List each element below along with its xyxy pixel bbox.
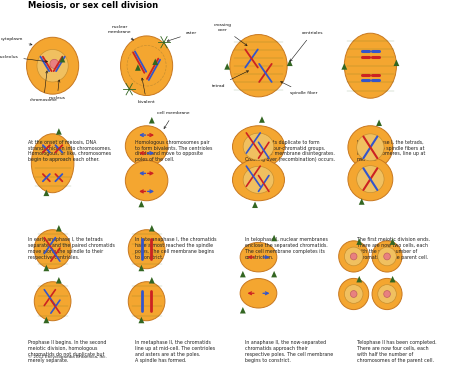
Ellipse shape — [378, 247, 396, 266]
Ellipse shape — [356, 134, 384, 161]
Ellipse shape — [339, 279, 369, 309]
Polygon shape — [56, 277, 62, 283]
Text: The bivalents duplicate to form
tetrads, or four-chromatid groups.
The nuclear m: The bivalents duplicate to form tetrads,… — [245, 140, 335, 162]
Polygon shape — [390, 238, 395, 245]
Text: nuclear
membrane: nuclear membrane — [108, 25, 134, 40]
Ellipse shape — [372, 279, 402, 309]
Text: chromosome: chromosome — [30, 71, 58, 102]
Text: The first meiotic division ends.
There are now two cells, each
with the same num: The first meiotic division ends. There a… — [357, 237, 430, 260]
Polygon shape — [240, 271, 246, 277]
Text: Prophase II begins. In the second
meiotic division, homologous
chromatids do not: Prophase II begins. In the second meioti… — [28, 340, 106, 362]
Polygon shape — [138, 201, 144, 207]
Text: At the onset of meiosis, DNA
strands thicken into chromosomes.
Homologous, or li: At the onset of meiosis, DNA strands thi… — [28, 140, 111, 162]
Text: Meiosis, or sex cell division: Meiosis, or sex cell division — [28, 1, 158, 10]
Ellipse shape — [350, 291, 357, 297]
Polygon shape — [356, 276, 362, 283]
Ellipse shape — [232, 126, 284, 167]
Ellipse shape — [348, 126, 393, 169]
Polygon shape — [44, 317, 49, 323]
Polygon shape — [152, 59, 158, 65]
Ellipse shape — [34, 230, 71, 269]
Text: bivalent: bivalent — [138, 78, 155, 104]
Polygon shape — [341, 63, 347, 70]
Text: nucleus: nucleus — [49, 80, 65, 100]
Polygon shape — [224, 63, 230, 70]
Ellipse shape — [348, 158, 393, 201]
Text: In metaphase I, the tetrads,
attached to spindle fibers at
their centromeres, li: In metaphase I, the tetrads, attached to… — [357, 140, 425, 162]
Ellipse shape — [378, 284, 396, 303]
Text: nucleolus: nucleolus — [0, 55, 47, 63]
Text: Homologous chromosomes pair
to form bivalents. The centrioles
divide and move to: Homologous chromosomes pair to form biva… — [136, 140, 213, 162]
Polygon shape — [376, 120, 382, 126]
Ellipse shape — [243, 166, 274, 193]
Text: aster: aster — [167, 31, 197, 42]
Ellipse shape — [232, 159, 284, 201]
Polygon shape — [271, 271, 277, 277]
Ellipse shape — [128, 282, 165, 321]
Ellipse shape — [230, 35, 287, 97]
Ellipse shape — [356, 166, 384, 192]
Text: © 2012 Encyclopaedia Britannica, Inc.: © 2012 Encyclopaedia Britannica, Inc. — [28, 355, 107, 359]
Text: In telophase I, nuclear membranes
enclose the separated chromatids.
The cell mem: In telophase I, nuclear membranes enclos… — [245, 237, 328, 260]
Ellipse shape — [240, 279, 277, 308]
Polygon shape — [356, 238, 362, 245]
Text: In metaphase II, the chromatids
line up at mid-cell. The centrioles
and asters a: In metaphase II, the chromatids line up … — [136, 340, 216, 362]
Text: cell membrane: cell membrane — [157, 112, 190, 128]
Ellipse shape — [34, 282, 71, 321]
Text: In anaphase II, the now-separated
chromatids approach their
respective poles. Th: In anaphase II, the now-separated chroma… — [245, 340, 333, 362]
Ellipse shape — [31, 134, 74, 193]
Polygon shape — [44, 190, 49, 196]
Ellipse shape — [345, 284, 363, 303]
Ellipse shape — [350, 253, 357, 260]
Text: centrioles: centrioles — [290, 31, 323, 61]
Ellipse shape — [243, 133, 274, 160]
Polygon shape — [138, 265, 144, 271]
Polygon shape — [149, 225, 155, 231]
Ellipse shape — [240, 243, 277, 272]
Polygon shape — [56, 128, 62, 135]
Polygon shape — [287, 60, 292, 66]
Polygon shape — [56, 225, 62, 231]
Ellipse shape — [120, 36, 173, 96]
Ellipse shape — [345, 247, 363, 266]
Polygon shape — [149, 117, 155, 124]
Polygon shape — [240, 307, 246, 314]
Ellipse shape — [344, 33, 396, 98]
Polygon shape — [271, 235, 277, 241]
Text: crossing
over: crossing over — [214, 24, 247, 46]
Text: In early anaphase I, the tetrads
separate, and the paired chromatids
move along : In early anaphase I, the tetrads separat… — [28, 237, 115, 260]
Text: tetrad: tetrad — [211, 71, 248, 88]
Polygon shape — [135, 64, 141, 71]
Ellipse shape — [384, 291, 391, 297]
Ellipse shape — [37, 49, 68, 82]
Polygon shape — [44, 265, 49, 271]
Ellipse shape — [27, 37, 79, 94]
Polygon shape — [138, 317, 144, 323]
Polygon shape — [393, 60, 400, 66]
Polygon shape — [259, 116, 265, 123]
Ellipse shape — [50, 59, 59, 68]
Ellipse shape — [128, 230, 165, 269]
Ellipse shape — [125, 126, 168, 166]
Text: cytoplasm: cytoplasm — [1, 37, 32, 45]
Ellipse shape — [339, 241, 369, 272]
Polygon shape — [149, 277, 155, 283]
Polygon shape — [390, 276, 395, 283]
Polygon shape — [59, 56, 65, 63]
Text: In late anaphase I, the chromatids
have almost reached the spindle
poles. The ce: In late anaphase I, the chromatids have … — [136, 237, 217, 260]
Ellipse shape — [372, 241, 402, 272]
Ellipse shape — [125, 160, 168, 201]
Polygon shape — [359, 198, 365, 205]
Text: spindle fiber: spindle fiber — [281, 82, 317, 95]
Text: Telophase II has been completed.
There are now four cells, each
with half the nu: Telophase II has been completed. There a… — [357, 340, 437, 362]
Ellipse shape — [384, 253, 391, 260]
Polygon shape — [252, 202, 258, 208]
